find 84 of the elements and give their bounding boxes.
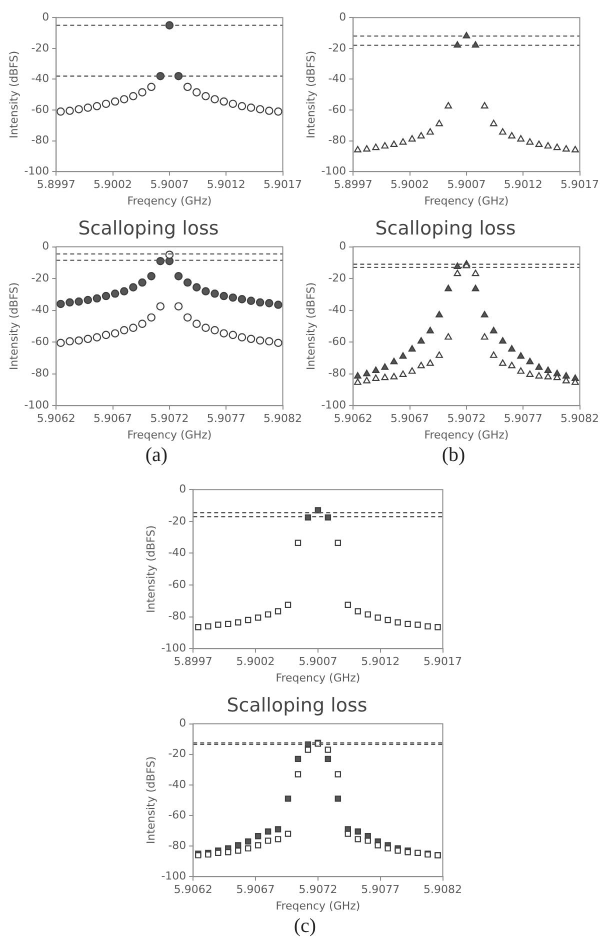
y-tick-label: -60 xyxy=(168,808,186,822)
x-tick-label: 5.8997 xyxy=(174,655,212,668)
y-axis-title: Intensity (dBFS) xyxy=(304,282,318,370)
y-tick-label: -60 xyxy=(328,334,346,348)
y-tick-label: 0 xyxy=(179,482,186,496)
x-axis-title: Freqency (GHz) xyxy=(424,428,509,442)
y-tick-label: -20 xyxy=(328,41,346,54)
text: (c) xyxy=(292,914,318,939)
y-tick-label: -40 xyxy=(168,546,186,560)
y-tick-label: -40 xyxy=(328,72,346,86)
y-tick-label: -100 xyxy=(321,398,346,412)
y-tick-label: 0 xyxy=(42,10,50,24)
y-tick-label: -80 xyxy=(328,366,346,380)
x-tick-label: 5.9072 xyxy=(150,412,189,426)
x-tick-label: 5.8997 xyxy=(334,178,372,192)
y-tick-label: -40 xyxy=(168,778,186,791)
y-tick-label: -80 xyxy=(31,134,50,147)
x-tick-label: 5.8997 xyxy=(36,178,76,192)
x-tick-label: 5.9012 xyxy=(504,178,542,192)
y-tick-label: -100 xyxy=(161,869,186,882)
x-tick-label: 5.9007 xyxy=(447,178,486,192)
x-axis-title: Freqency (GHz) xyxy=(276,899,360,912)
y-tick-label: -40 xyxy=(31,303,50,316)
y-tick-label: -100 xyxy=(24,164,50,178)
y-tick-label: -60 xyxy=(328,102,346,116)
chart-title: Scalloping loss xyxy=(226,694,368,716)
x-tick-label: 5.9002 xyxy=(94,178,132,192)
y-tick-label: -20 xyxy=(168,514,186,528)
y-tick-label: -40 xyxy=(328,303,346,316)
y-tick-label: 0 xyxy=(42,240,50,253)
y-tick-label: 0 xyxy=(179,716,186,730)
x-tick-label: 5.9077 xyxy=(361,883,400,896)
y-tick-label: -40 xyxy=(31,72,50,86)
y-axis-title: Intensity (dBFS) xyxy=(7,50,20,138)
x-tick-label: 5.9002 xyxy=(236,655,275,668)
y-axis-title: Intensity (dBFS) xyxy=(304,50,318,138)
x-tick-label: 5.9067 xyxy=(94,412,132,426)
y-tick-label: -20 xyxy=(31,41,50,54)
x-tick-label: 5.9007 xyxy=(150,178,189,192)
x-tick-label: 5.9017 xyxy=(560,178,600,192)
x-tick-label: 5.9067 xyxy=(236,883,275,896)
y-tick-label: -80 xyxy=(168,610,186,623)
x-tick-label: 5.9062 xyxy=(36,412,76,426)
y-tick-label: -80 xyxy=(31,366,50,380)
x-axis-title: Freqency (GHz) xyxy=(127,194,212,208)
x-tick-label: 5.9077 xyxy=(504,412,542,426)
x-tick-label: 5.9017 xyxy=(264,178,302,192)
y-tick-label: -100 xyxy=(24,398,50,412)
y-tick-label: -20 xyxy=(328,271,346,284)
x-tick-label: 5.9012 xyxy=(206,178,246,192)
y-tick-label: 0 xyxy=(339,10,346,24)
x-axis-title: Freqency (GHz) xyxy=(127,428,212,442)
x-tick-label: 5.9067 xyxy=(390,412,430,426)
text: (b) xyxy=(440,443,466,468)
chart-title: Scalloping loss xyxy=(375,217,516,240)
x-tick-label: 5.9012 xyxy=(361,655,400,668)
x-tick-label: 5.9072 xyxy=(298,883,338,896)
y-tick-label: -100 xyxy=(161,641,186,654)
y-tick-label: -20 xyxy=(168,747,186,760)
x-tick-label: 5.9082 xyxy=(264,412,302,426)
y-tick-label: -60 xyxy=(31,102,50,116)
y-axis-title: Intensity (dBFS) xyxy=(7,282,20,370)
y-tick-label: -100 xyxy=(321,164,346,178)
chart-title: Scalloping loss xyxy=(78,217,219,240)
x-tick-label: 5.9072 xyxy=(447,412,486,426)
y-axis-title: Intensity (dBFS) xyxy=(144,525,158,613)
x-tick-label: 5.9077 xyxy=(206,412,246,426)
y-tick-label: -60 xyxy=(168,578,186,591)
x-tick-label: 5.9082 xyxy=(560,412,600,426)
x-axis-title: Freqency (GHz) xyxy=(276,671,360,684)
x-tick-label: 5.9017 xyxy=(424,655,462,668)
y-tick-label: 0 xyxy=(339,240,346,253)
x-axis-title: Freqency (GHz) xyxy=(424,194,509,208)
y-tick-label: -20 xyxy=(31,271,50,284)
x-tick-label: 5.9082 xyxy=(424,883,462,896)
text: (a) xyxy=(144,443,169,468)
y-tick-label: -80 xyxy=(328,134,346,147)
x-tick-label: 5.9007 xyxy=(298,655,338,668)
x-tick-label: 5.9062 xyxy=(334,412,372,426)
y-axis-title: Intensity (dBFS) xyxy=(144,756,158,844)
x-tick-label: 5.9002 xyxy=(390,178,430,192)
y-tick-label: -80 xyxy=(168,838,186,852)
y-tick-label: -60 xyxy=(31,334,50,348)
x-tick-label: 5.9062 xyxy=(174,883,212,896)
